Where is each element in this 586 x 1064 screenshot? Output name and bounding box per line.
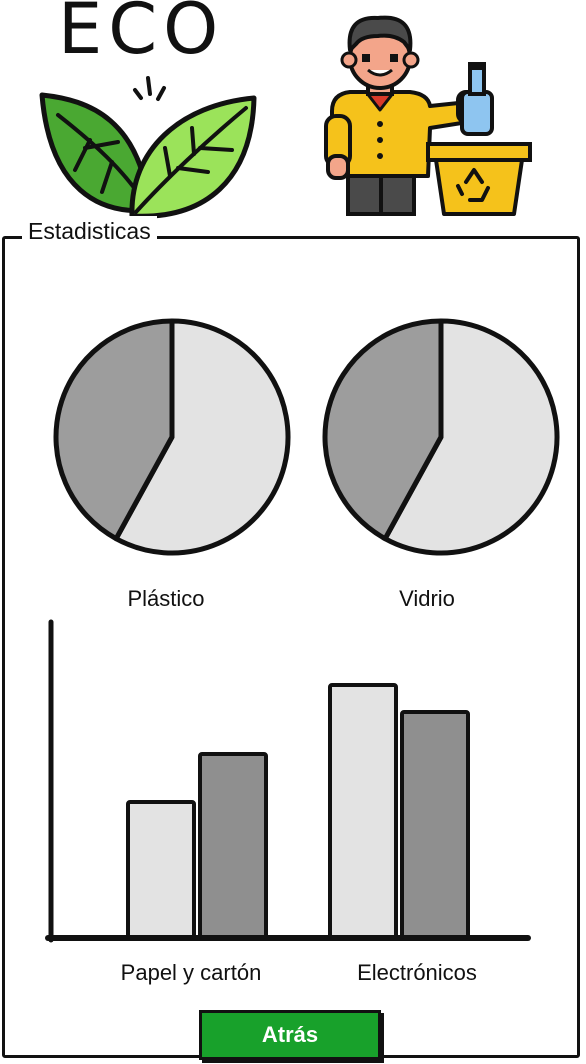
pie-label-plastico: Plástico [127, 586, 205, 611]
bar-0-1 [198, 752, 268, 939]
eco-logo-text: ECO [58, 0, 225, 70]
pie-chart-1 [322, 318, 560, 556]
pie-charts [53, 318, 560, 556]
eco-leaves-icon [39, 76, 257, 219]
person-recycling-icon [324, 15, 532, 216]
bar-category-electronicos: Electrónicos [357, 960, 477, 985]
panel-title: Estadisticas [22, 216, 157, 246]
bar-0-0 [126, 800, 196, 939]
pie-slice-0-1 [53, 318, 175, 542]
pie-slice-0-0 [113, 318, 291, 556]
bar-1-0 [328, 683, 398, 939]
pie-slice-1-0 [382, 318, 560, 556]
bar-chart [45, 619, 531, 943]
back-button[interactable]: Atrás [199, 1010, 381, 1060]
bar-category-papel-carton: Papel y cartón [120, 960, 262, 985]
pie-label-vidrio: Vidrio [399, 586, 455, 611]
pie-slice-1-1 [322, 318, 444, 542]
bar-1-1 [400, 710, 470, 939]
eco-logo: ECO [30, 0, 270, 222]
pie-chart-0 [53, 318, 291, 556]
